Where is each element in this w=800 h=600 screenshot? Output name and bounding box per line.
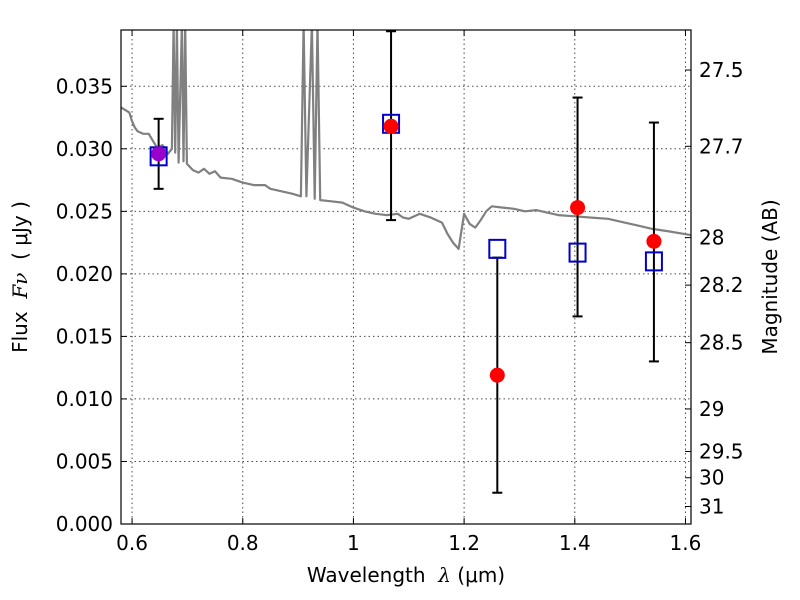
- model-spectrum: [121, 30, 691, 250]
- x-axis-ticks: 0.6 0.8 1 1.2 1.4 1.6: [116, 30, 701, 555]
- data-points: [149, 30, 663, 494]
- y-tick-label: 0.030: [56, 137, 113, 161]
- x-tick-label: 1: [347, 531, 360, 555]
- x-tick-label: 1.4: [559, 531, 591, 555]
- x-tick-label: 0.8: [227, 531, 259, 555]
- x-tick-label: 0.6: [116, 531, 148, 555]
- grid: [121, 30, 691, 524]
- y-tick-label: 0.025: [56, 199, 113, 223]
- observed-flux-point: [570, 200, 586, 216]
- x-tick-label: 1.2: [448, 531, 480, 555]
- observed-flux-point: [646, 233, 662, 249]
- y2-tick-label: 28: [699, 226, 724, 250]
- y-axis-label: Flux Fν ( μJy ): [8, 201, 32, 353]
- y2-tick-label: 27.7: [699, 134, 744, 158]
- y2-tick-label: 28.2: [699, 273, 744, 297]
- x-axis-label: Wavelength λ (μm): [307, 563, 505, 587]
- y2-tick-label: 27.5: [699, 58, 744, 82]
- model-spectrum-line: [121, 30, 691, 250]
- x-axis-label-symbol: λ: [437, 563, 451, 587]
- observed-flux-point: [151, 146, 167, 162]
- y-tick-label: 0.000: [56, 512, 113, 536]
- model-photometry-square: [488, 238, 507, 259]
- x-tick-label: 1.6: [670, 531, 702, 555]
- y2-tick-label: 31: [699, 494, 724, 518]
- y-tick-label: 0.010: [56, 387, 113, 411]
- observed-flux-point: [489, 367, 505, 383]
- y-tick-label: 0.005: [56, 449, 113, 473]
- y2-tick-label: 29: [699, 397, 724, 421]
- observed-flux-point: [383, 118, 399, 134]
- y-tick-label: 0.035: [56, 74, 113, 98]
- y-tick-label: 0.020: [56, 262, 113, 286]
- model-photometry-square: [568, 242, 587, 263]
- y-axis-ticks: 0.000 0.005 0.010 0.015 0.020 0.025 0.030 0.035: [56, 74, 127, 536]
- y2-tick-label: 28.5: [699, 331, 744, 355]
- plot-frame: [120, 29, 692, 525]
- y2-axis-label: Magnitude (AB): [758, 199, 782, 354]
- y2-tick-label: 30: [699, 466, 724, 490]
- y-axis-label-symbol: Fν: [8, 273, 32, 300]
- model-photometry-square: [644, 251, 663, 272]
- y-tick-label: 0.015: [56, 324, 113, 348]
- y2-tick-label: 29.5: [699, 439, 744, 463]
- y2-axis-ticks: 27.5 27.7 28 28.2 28.5 29 29.5 30 31: [685, 58, 744, 518]
